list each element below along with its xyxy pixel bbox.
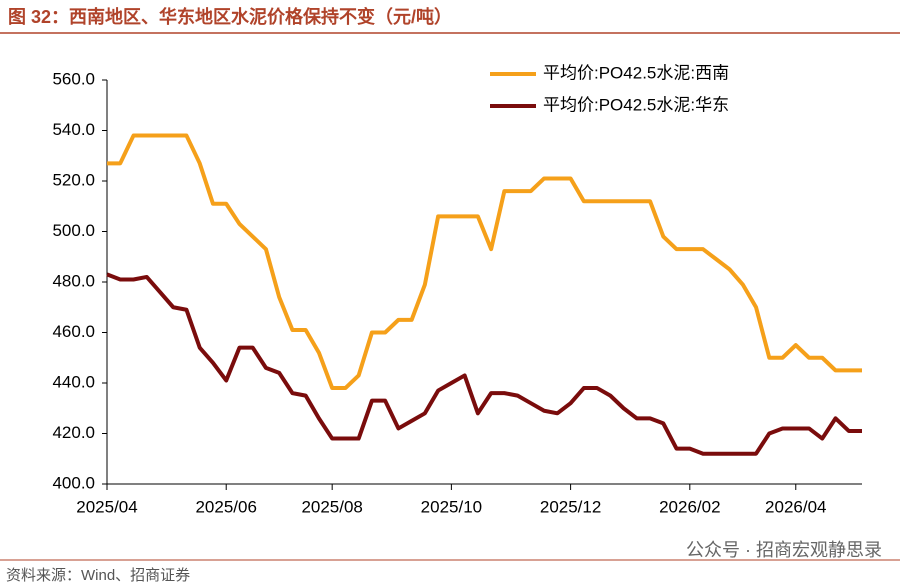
x-tick-label: 2025/04 <box>76 497 137 516</box>
series-line <box>106 272 862 456</box>
y-tick-label: 560.0 <box>52 69 95 88</box>
x-tick-label: 2026/02 <box>659 497 720 516</box>
chart-title: 图 32：西南地区、华东地区水泥价格保持不变（元/吨） <box>8 6 452 27</box>
x-tick-label: 2025/12 <box>540 497 601 516</box>
y-tick-label: 420.0 <box>52 423 95 442</box>
y-tick-label: 520.0 <box>52 170 95 189</box>
y-tick-label: 440.0 <box>52 372 95 391</box>
y-tick-label: 460.0 <box>52 322 95 341</box>
series-line <box>107 133 862 391</box>
x-tick-label: 2025/10 <box>421 497 482 516</box>
legend-label: 平均价:PO42.5水泥:华东 <box>543 95 729 114</box>
y-tick-label: 480.0 <box>52 271 95 290</box>
source: 资料来源：Wind、招商证券 <box>6 567 190 584</box>
y-tick-label: 500.0 <box>52 221 95 240</box>
watermark: 公众号 · 招商宏观静思录 <box>686 540 882 560</box>
x-tick-label: 2026/04 <box>765 497 826 516</box>
x-tick-label: 2025/08 <box>301 497 362 516</box>
legend-label: 平均价:PO42.5水泥:西南 <box>543 63 729 82</box>
x-tick-label: 2025/06 <box>195 497 256 516</box>
y-tick-label: 400.0 <box>52 473 95 492</box>
y-tick-label: 540.0 <box>52 120 95 139</box>
